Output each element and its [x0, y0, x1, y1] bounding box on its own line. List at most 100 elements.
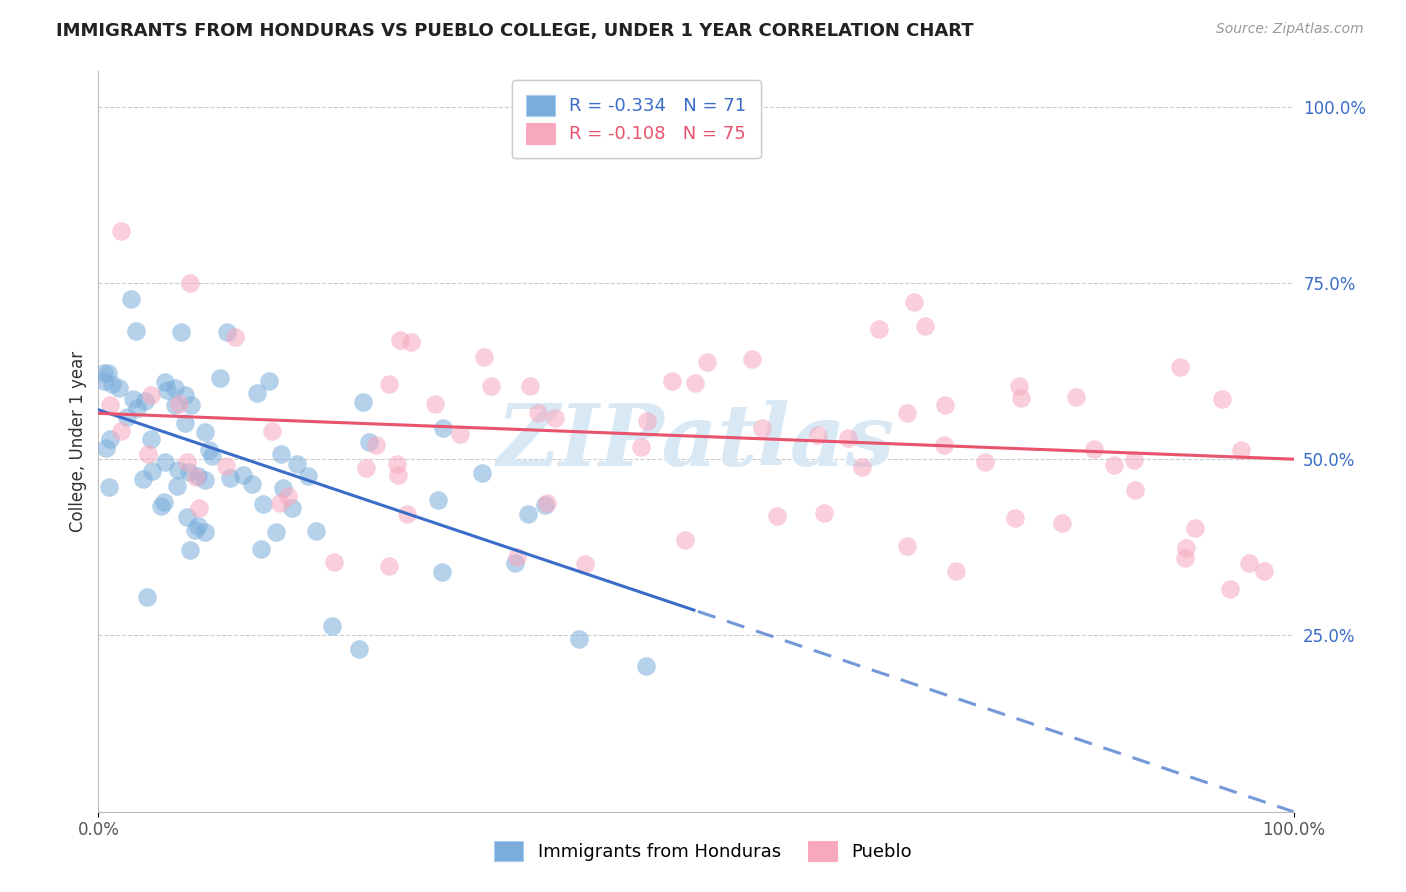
Point	[934, 437, 956, 451]
Point	[252, 497, 274, 511]
Point	[387, 467, 409, 482]
Point	[304, 524, 326, 539]
Point	[696, 355, 718, 369]
Point	[132, 472, 155, 486]
Point	[167, 463, 190, 477]
Point	[568, 632, 591, 646]
Point	[269, 496, 291, 510]
Point	[93, 375, 115, 389]
Point	[260, 424, 283, 438]
Y-axis label: College, Under 1 year: College, Under 1 year	[69, 351, 87, 533]
Point	[536, 496, 558, 510]
Point	[198, 442, 221, 457]
Point	[98, 480, 121, 494]
Point	[152, 495, 174, 509]
Point	[240, 476, 263, 491]
Point	[176, 455, 198, 469]
Point	[474, 351, 496, 365]
Point	[1184, 521, 1206, 535]
Point	[134, 394, 156, 409]
Point	[427, 492, 450, 507]
Point	[1123, 483, 1146, 497]
Point	[1083, 442, 1105, 456]
Point	[526, 406, 548, 420]
Point	[125, 324, 148, 338]
Point	[166, 478, 188, 492]
Point	[163, 398, 186, 412]
Point	[896, 406, 918, 420]
Point	[352, 394, 374, 409]
Point	[97, 367, 120, 381]
Point	[174, 388, 197, 402]
Point	[1010, 391, 1032, 405]
Point	[179, 543, 201, 558]
Point	[1230, 442, 1253, 457]
Point	[184, 524, 207, 538]
Point	[155, 375, 177, 389]
Point	[449, 427, 471, 442]
Point	[246, 385, 269, 400]
Point	[432, 421, 454, 435]
Point	[136, 590, 159, 604]
Point	[281, 500, 304, 515]
Point	[201, 449, 224, 463]
Point	[945, 564, 967, 578]
Point	[217, 325, 239, 339]
Legend: Immigrants from Honduras, Pueblo: Immigrants from Honduras, Pueblo	[482, 828, 924, 874]
Point	[121, 392, 143, 406]
Point	[323, 555, 346, 569]
Point	[388, 333, 411, 347]
Point	[259, 374, 281, 388]
Point	[377, 558, 399, 573]
Point	[156, 383, 179, 397]
Point	[471, 466, 494, 480]
Point	[194, 425, 217, 439]
Point	[193, 525, 215, 540]
Point	[141, 432, 163, 446]
Point	[837, 431, 859, 445]
Point	[519, 379, 541, 393]
Point	[432, 566, 454, 580]
Point	[170, 325, 193, 339]
Point	[661, 374, 683, 388]
Point	[807, 428, 830, 442]
Point	[215, 459, 238, 474]
Point	[277, 489, 299, 503]
Point	[1004, 510, 1026, 524]
Point	[399, 334, 422, 349]
Point	[683, 376, 706, 391]
Point	[287, 457, 309, 471]
Point	[634, 658, 657, 673]
Point	[574, 557, 596, 571]
Point	[377, 376, 399, 391]
Text: IMMIGRANTS FROM HONDURAS VS PUEBLO COLLEGE, UNDER 1 YEAR CORRELATION CHART: IMMIGRANTS FROM HONDURAS VS PUEBLO COLLE…	[56, 22, 974, 40]
Point	[1168, 360, 1191, 375]
Point	[1174, 551, 1197, 566]
Legend: R = -0.334   N = 71, R = -0.108   N = 75: R = -0.334 N = 71, R = -0.108 N = 75	[512, 80, 761, 158]
Point	[167, 397, 190, 411]
Point	[141, 387, 163, 401]
Point	[364, 438, 387, 452]
Point	[297, 469, 319, 483]
Point	[173, 416, 195, 430]
Point	[423, 397, 446, 411]
Point	[395, 508, 418, 522]
Point	[165, 381, 187, 395]
Point	[219, 471, 242, 485]
Point	[270, 447, 292, 461]
Point	[636, 414, 658, 428]
Point	[973, 455, 995, 469]
Point	[271, 481, 294, 495]
Point	[1211, 392, 1233, 406]
Point	[813, 506, 835, 520]
Point	[479, 378, 502, 392]
Point	[224, 330, 246, 344]
Point	[1064, 390, 1087, 404]
Point	[141, 463, 163, 477]
Point	[321, 619, 343, 633]
Point	[209, 370, 232, 384]
Point	[250, 541, 273, 556]
Point	[673, 533, 696, 548]
Point	[93, 367, 115, 381]
Point	[194, 474, 217, 488]
